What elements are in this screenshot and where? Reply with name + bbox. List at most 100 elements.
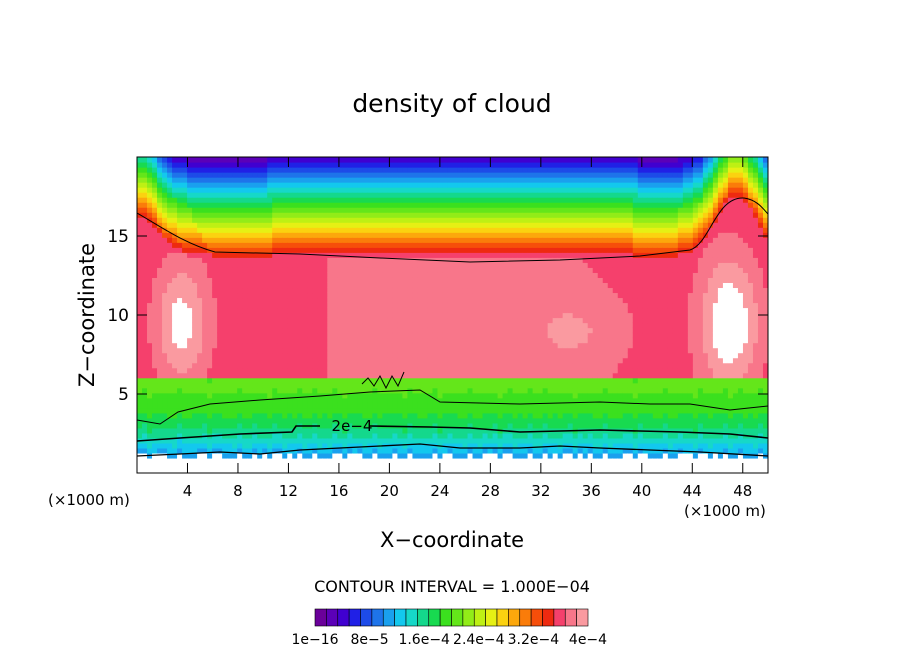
- heatmap-cell: [227, 432, 233, 439]
- heatmap-cell: [312, 407, 318, 414]
- heatmap-cell: [467, 337, 474, 344]
- heatmap-cell: [182, 402, 188, 409]
- heatmap-cell: [407, 172, 414, 178]
- heatmap-cell: [292, 247, 298, 253]
- heatmap-cell: [162, 297, 168, 304]
- heatmap-cell: [492, 342, 499, 349]
- heatmap-cell: [187, 402, 193, 409]
- heatmap-cell: [147, 352, 153, 359]
- heatmap-cell: [432, 402, 439, 409]
- heatmap-cell: [282, 337, 288, 344]
- heatmap-cell: [347, 167, 353, 173]
- heatmap-cell: [137, 222, 143, 228]
- heatmap-cell: [172, 222, 178, 228]
- heatmap-cell: [247, 467, 253, 473]
- heatmap-cell: [502, 342, 509, 349]
- heatmap-cell: [207, 422, 213, 429]
- heatmap-cell: [522, 262, 529, 268]
- heatmap-cell: [407, 252, 414, 258]
- heatmap-cell: [327, 317, 333, 324]
- heatmap-cell: [262, 367, 268, 374]
- heatmap-cell: [432, 352, 439, 359]
- heatmap-cell: [147, 402, 153, 409]
- heatmap-cell: [262, 222, 268, 228]
- heatmap-cell: [217, 387, 223, 394]
- heatmap-cell: [187, 277, 193, 283]
- heatmap-cell: [182, 462, 188, 469]
- heatmap-cell: [452, 387, 459, 394]
- heatmap-cell: [492, 297, 499, 304]
- heatmap-cell: [267, 277, 273, 283]
- heatmap-cell: [417, 347, 424, 354]
- heatmap-cell: [477, 387, 484, 394]
- heatmap-cell: [217, 262, 223, 268]
- heatmap-cell: [517, 322, 524, 329]
- heatmap-cell: [487, 312, 494, 319]
- heatmap-cell: [167, 187, 173, 193]
- heatmap-cell: [512, 227, 519, 233]
- heatmap-cell: [347, 192, 353, 198]
- heatmap-cell: [447, 307, 454, 314]
- heatmap-cell: [482, 262, 489, 268]
- heatmap-cell: [407, 212, 414, 218]
- heatmap-cell: [512, 302, 519, 309]
- heatmap-cell: [442, 177, 449, 183]
- heatmap-cell: [212, 257, 218, 263]
- heatmap-cell: [407, 267, 414, 273]
- heatmap-cell: [257, 337, 263, 344]
- heatmap-cell: [282, 432, 288, 439]
- heatmap-cell: [392, 382, 399, 389]
- heatmap-cell: [367, 307, 373, 314]
- heatmap-cell: [527, 257, 534, 263]
- heatmap-cell: [142, 372, 148, 379]
- heatmap-cell: [487, 442, 494, 449]
- heatmap-cell: [257, 267, 263, 273]
- heatmap-cell: [457, 287, 464, 294]
- heatmap-cell: [217, 362, 223, 369]
- heatmap-cell: [442, 162, 449, 168]
- heatmap-cell: [147, 222, 153, 228]
- heatmap-cell: [517, 307, 524, 314]
- heatmap-cell: [262, 452, 268, 459]
- heatmap-cell: [137, 262, 143, 268]
- heatmap-cell: [427, 352, 434, 359]
- heatmap-cell: [447, 322, 454, 329]
- heatmap-cell: [147, 172, 153, 178]
- heatmap-cell: [522, 202, 529, 208]
- heatmap-cell: [412, 182, 419, 188]
- heatmap-cell: [297, 257, 303, 263]
- heatmap-cell: [292, 327, 298, 334]
- heatmap-cell: [277, 157, 283, 163]
- heatmap-cell: [292, 397, 298, 404]
- heatmap-cell: [357, 372, 363, 379]
- heatmap-cell: [397, 367, 404, 374]
- heatmap-cell: [367, 412, 373, 419]
- heatmap-cell: [147, 252, 153, 258]
- heatmap-cell: [427, 197, 434, 203]
- heatmap-cell: [232, 362, 238, 369]
- heatmap-cell: [492, 157, 499, 163]
- heatmap-cell: [282, 237, 288, 243]
- heatmap-cell: [412, 412, 419, 419]
- heatmap-cell: [302, 322, 308, 329]
- heatmap-cell: [167, 242, 173, 248]
- heatmap-cell: [342, 277, 348, 283]
- heatmap-cell: [292, 267, 298, 273]
- heatmap-cell: [217, 227, 223, 233]
- heatmap-cell: [487, 422, 494, 429]
- heatmap-cell: [407, 207, 414, 213]
- heatmap-cell: [312, 257, 318, 263]
- heatmap-cell: [152, 382, 158, 389]
- heatmap-cell: [502, 247, 509, 253]
- heatmap-cell: [197, 442, 203, 449]
- heatmap-cell: [162, 317, 168, 324]
- heatmap-cell: [257, 217, 263, 223]
- heatmap-cell: [372, 167, 378, 173]
- heatmap-cell: [527, 367, 534, 374]
- heatmap-cell: [172, 192, 178, 198]
- heatmap-cell: [432, 347, 439, 354]
- heatmap-cell: [377, 347, 383, 354]
- heatmap-cell: [467, 327, 474, 334]
- heatmap-cell: [212, 412, 218, 419]
- heatmap-cell: [267, 372, 273, 379]
